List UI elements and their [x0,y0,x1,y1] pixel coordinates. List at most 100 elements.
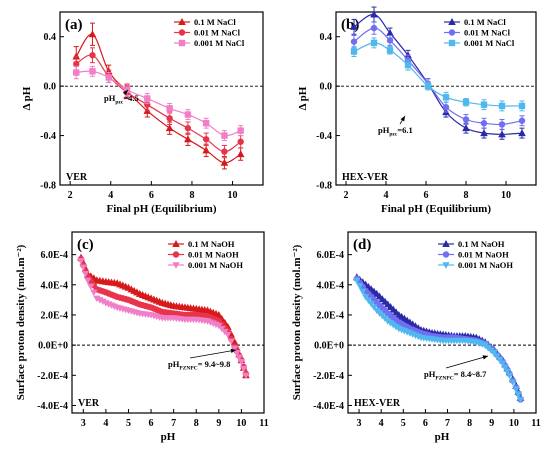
data-point [79,264,87,271]
data-point [386,47,394,54]
pzc-prefix: pH [104,93,116,103]
legend-entry: 0.01 M NaCl [194,28,241,38]
data-point [364,297,373,304]
data-point [509,379,517,386]
x-tick-label: 7 [445,418,450,429]
data-point [370,24,378,32]
y-tick-label: -4.0E-4 [37,401,68,412]
panel-label: (d) [353,237,371,253]
x-tick-label: 2 [344,190,349,201]
pzc-arrow [445,355,489,369]
pzc-prefix: pH [424,369,436,379]
x-tick-label: 8 [194,418,199,429]
pzc-annotation: pHpzc=6.1 [378,115,413,138]
y-tick-label: -0.8 [316,181,332,192]
sample-tag: VER [66,172,88,183]
pzc-subscript: PZNPC [435,376,453,382]
y-tick-label: -0.8 [40,181,56,192]
pzc-label: pHpzc=4.5 [104,93,139,106]
x-tick-label: 11 [259,418,268,429]
data-point [462,124,470,132]
data-point [404,61,412,69]
y-tick-label: 0.0 [44,82,57,93]
data-point [227,330,236,338]
x-tick-label: 8 [464,190,469,201]
pzc-subscript: pzc [389,132,398,138]
x-tick-label: 6 [149,418,154,429]
data-point [81,271,90,278]
x-axis-label: pH [161,431,176,443]
data-point [350,38,358,45]
x-tick-label: 2 [68,190,73,201]
legend-marker [178,39,186,47]
data-point [90,289,98,297]
data-point [480,129,488,137]
data-point [498,130,506,138]
y-tick-label: 0.4 [44,32,57,43]
pzc-arrow [189,349,237,359]
data-point [518,129,526,137]
series-line [75,54,242,153]
data-point [386,29,394,37]
data-point [237,359,246,366]
legend-marker [442,240,450,247]
y-tick-label: 0.4 [320,32,333,43]
legend-entry: 0.1 M NaOH [188,239,235,249]
series-line [353,42,523,107]
pzc-annotation: pHpzc=4.5 [104,89,139,106]
y-tick-label: -0.4 [40,131,56,142]
data-point [462,99,470,106]
data-point [184,124,192,132]
y-tick-label: 0.0E+0 [314,341,344,352]
x-tick-label: 4 [103,418,108,429]
data-point [359,288,367,296]
pzc-annotation: pHPZNPC= 8.4~8.7 [424,355,489,382]
data-point [84,277,92,284]
data-point [442,103,450,111]
data-point [462,116,470,123]
plot-frame [335,11,537,186]
legend-marker [178,29,186,36]
data-point [89,68,96,75]
pzc-subscript: pzc [115,100,124,106]
y-axis-label: Surface proton density (mol.m⁻²) [291,244,303,400]
plot-frame [347,231,537,414]
x-tick-label: 10 [228,190,238,201]
data-point [202,120,210,127]
data-point [353,277,361,284]
data-point [220,158,229,166]
y-axis-label: Surface proton density (mol.m⁻²) [15,244,27,400]
x-axis-label: Final pH (Equilibrium) [381,203,491,215]
x-tick-label: 6 [149,190,154,201]
sample-tag: HEX-VER [354,398,401,409]
x-tick-label: 10 [509,418,519,429]
data-point [514,391,523,398]
legend-entry: 0.01 M NaOH [458,250,509,260]
pzc-subscript: PZNPC [179,366,197,372]
data-point [370,10,378,18]
data-point [516,396,525,404]
panel-d: 6.0E-4 4.0E-4 2.0E-4 0.0E+0 -2.0E-4 -4.0E-4 3 4… [291,231,541,443]
data-point [221,132,228,139]
pzc-prefix: pH [378,125,390,135]
data-point [123,86,131,94]
series-line [75,33,241,164]
data-point [166,105,173,112]
data-point [480,120,488,127]
x-tick-label: 3 [81,418,86,429]
x-tick-label: 8 [467,418,472,429]
x-tick-label: 5 [401,418,406,429]
x-tick-label: 4 [108,190,113,201]
data-point [165,124,174,132]
pzc-value: = 9.4~9.8 [198,359,231,369]
data-point [350,48,358,55]
x-tick-label: 9 [489,418,494,429]
series-3 [73,65,244,142]
x-tick-label: 6 [424,190,429,201]
data-point [442,94,450,101]
pzc-value: =6.1 [397,125,412,135]
y-tick-label: -4.0E-4 [313,401,344,412]
